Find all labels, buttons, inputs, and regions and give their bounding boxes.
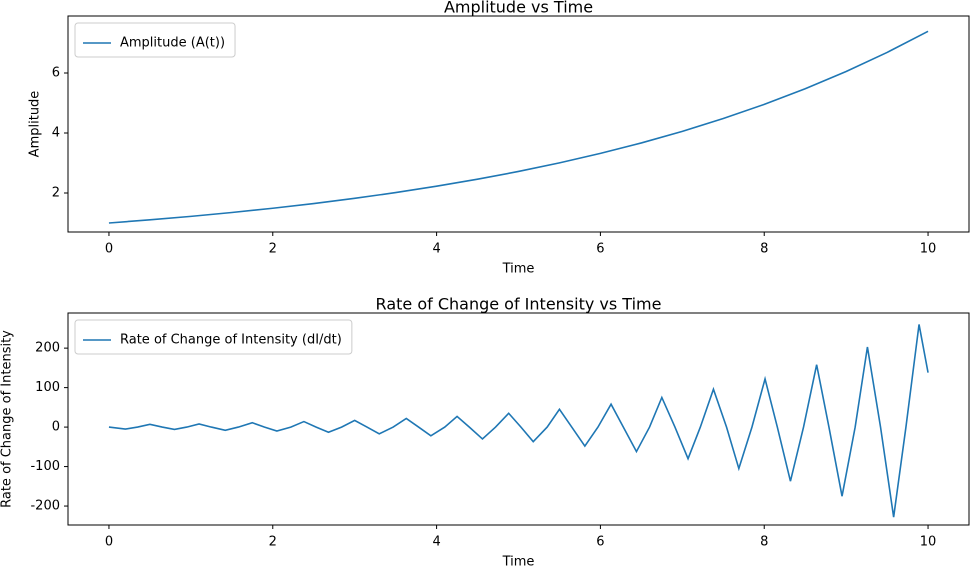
x-tick-label: 4 (432, 242, 440, 257)
x-tick-label: 2 (269, 535, 277, 550)
x-tick-label: 6 (596, 535, 604, 550)
y-tick-label: -100 (30, 459, 60, 474)
legend: Rate of Change of Intensity (dI/dt) (74, 319, 353, 355)
x-tick-label: 0 (105, 242, 113, 257)
y-tick-label: -200 (30, 499, 60, 514)
x-tick-label: 8 (760, 242, 768, 257)
plot-frame (67, 312, 970, 526)
y-axis-label: Rate of Change of Intensity (0, 330, 15, 508)
x-tick-label: 0 (105, 535, 113, 550)
y-tick-label: 200 (35, 341, 60, 356)
x-tick-label: 10 (920, 535, 937, 550)
y-tick-label: 2 (52, 186, 60, 201)
x-axis-label: Time (502, 262, 535, 277)
legend-label: Rate of Change of Intensity (dI/dt) (120, 333, 342, 348)
x-tick-label: 2 (269, 242, 277, 257)
x-axis-label: Time (502, 555, 535, 569)
x-tick-label: 10 (920, 242, 937, 257)
x-tick-label: 8 (760, 535, 768, 550)
chart-title: Amplitude vs Time (444, 0, 593, 17)
y-tick-label: 0 (52, 420, 60, 435)
x-tick-label: 6 (596, 242, 604, 257)
legend-frame (74, 319, 353, 355)
y-tick-label: 100 (35, 380, 60, 395)
data-line (108, 324, 929, 518)
legend: Amplitude (A(t)) (74, 22, 236, 58)
chart-title: Rate of Change of Intensity vs Time (376, 295, 662, 314)
legend-frame (74, 22, 236, 58)
y-tick-label: 4 (52, 126, 60, 141)
plot-frame (67, 15, 970, 233)
data-line (108, 30, 929, 224)
x-tick-label: 4 (432, 535, 440, 550)
y-axis-label: Amplitude (28, 91, 43, 158)
y-tick-label: 6 (52, 66, 60, 81)
legend-label: Amplitude (A(t)) (120, 36, 225, 51)
